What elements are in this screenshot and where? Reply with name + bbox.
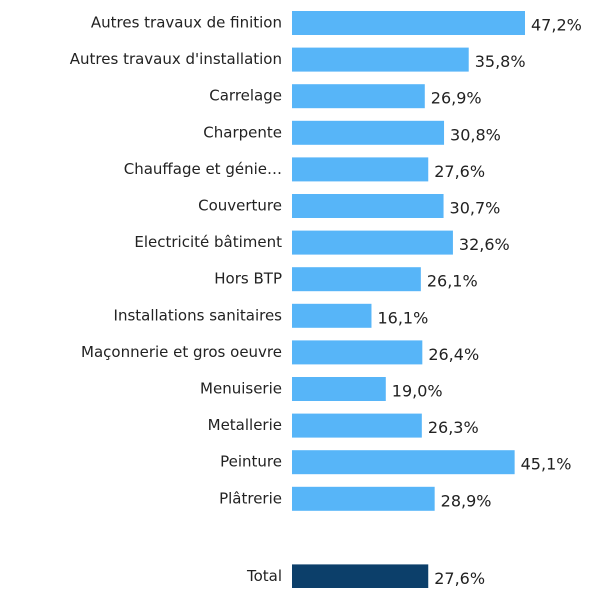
category-label: Plâtrerie	[219, 489, 282, 507]
bar	[292, 267, 421, 292]
value-label: 28,9%	[441, 491, 492, 510]
bar	[292, 303, 372, 328]
value-label: 26,4%	[428, 345, 479, 364]
category-label: Installations sanitaires	[114, 306, 283, 324]
bar	[292, 230, 453, 255]
category-label: Metallerie	[208, 416, 282, 434]
bar	[292, 194, 444, 218]
value-label: 30,7%	[450, 199, 501, 218]
value-label: 32,6%	[459, 235, 510, 254]
value-label: 16,1%	[377, 308, 428, 327]
category-label: Couverture	[198, 197, 282, 215]
category-label: Hors BTP	[214, 270, 282, 288]
category-label: Chauffage et génie…	[124, 160, 282, 178]
value-label: 27,6%	[434, 569, 485, 588]
value-label: 27,6%	[434, 162, 485, 181]
category-label: Menuiserie	[200, 380, 282, 398]
bar	[292, 413, 422, 438]
bar	[292, 377, 386, 401]
value-label: 45,1%	[521, 455, 572, 474]
value-label: 26,3%	[428, 418, 479, 437]
value-label: 35,8%	[475, 52, 526, 71]
category-label: Carrelage	[209, 87, 282, 105]
bar	[292, 120, 445, 145]
category-label: Maçonnerie et gros oeuvre	[81, 343, 282, 361]
value-label: 19,0%	[392, 382, 443, 401]
value-label: 30,8%	[450, 125, 501, 144]
category-label: Charpente	[203, 123, 282, 141]
category-label: Autres travaux d'installation	[70, 50, 282, 68]
bar	[292, 450, 515, 475]
category-label: Electricité bâtiment	[134, 233, 282, 251]
bar	[292, 564, 429, 589]
category-label: Total	[246, 567, 282, 585]
bar	[292, 157, 429, 182]
value-label: 26,1%	[427, 272, 478, 291]
bar	[292, 11, 525, 35]
value-label: 47,2%	[531, 16, 582, 35]
bar	[292, 340, 423, 365]
category-label: Autres travaux de finition	[91, 14, 282, 32]
bar	[292, 47, 469, 72]
bar	[292, 84, 425, 109]
category-label: Peinture	[220, 453, 282, 471]
value-label: 26,9%	[431, 89, 482, 108]
bar	[292, 486, 435, 511]
